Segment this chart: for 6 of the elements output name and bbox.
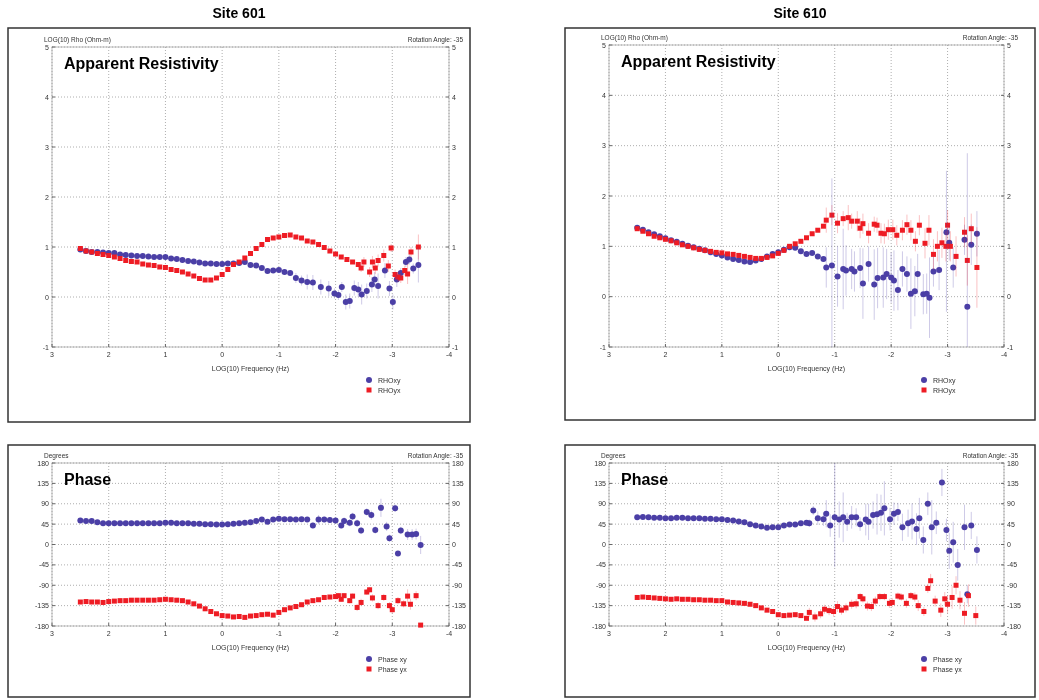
text: Phase [621,471,669,488]
chart-title: Site 601 [212,5,266,21]
text: Phase [64,471,112,488]
text: Apparent Resistivity [64,55,219,72]
chart-title: Site 610 [773,5,827,21]
text: Apparent Resistivity [621,53,776,70]
